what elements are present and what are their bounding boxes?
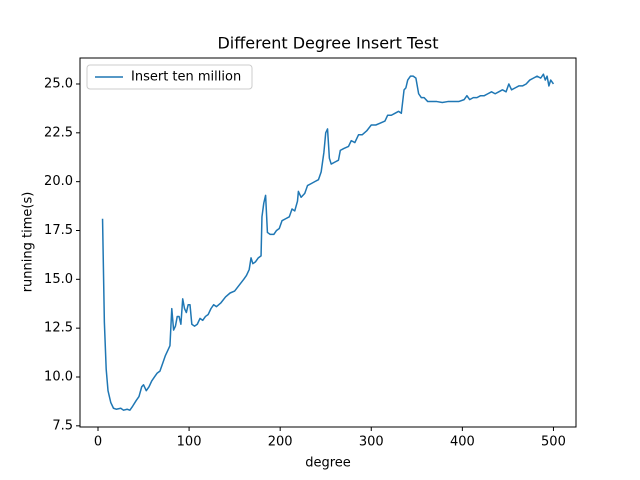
y-tick-label: 7.5 bbox=[52, 418, 73, 433]
plot-frame bbox=[79, 57, 577, 428]
x-axis-label: degree bbox=[305, 456, 351, 471]
x-tick-label: 200 bbox=[268, 435, 293, 450]
y-tick-label: 10.0 bbox=[44, 369, 73, 384]
x-tick-label: 500 bbox=[541, 435, 566, 450]
y-tick-label: 22.5 bbox=[44, 125, 73, 140]
y-tick-label: 25.0 bbox=[44, 76, 73, 91]
x-tick-label: 100 bbox=[177, 435, 202, 450]
legend-box bbox=[86, 64, 253, 90]
x-tick-label: 400 bbox=[450, 435, 475, 450]
y-tick-label: 20.0 bbox=[44, 174, 73, 189]
x-tick-label: 300 bbox=[359, 435, 384, 450]
y-tick-label: 15.0 bbox=[44, 272, 73, 287]
y-tick-label: 12.5 bbox=[44, 321, 73, 336]
y-axis-label: running time(s) bbox=[21, 192, 36, 293]
y-tick-label: 17.5 bbox=[44, 223, 73, 238]
x-tick-label: 0 bbox=[94, 435, 102, 450]
data-line bbox=[101, 73, 555, 411]
legend-label: Insert ten million bbox=[131, 70, 241, 85]
chart-title: Different Degree Insert Test bbox=[217, 34, 438, 53]
